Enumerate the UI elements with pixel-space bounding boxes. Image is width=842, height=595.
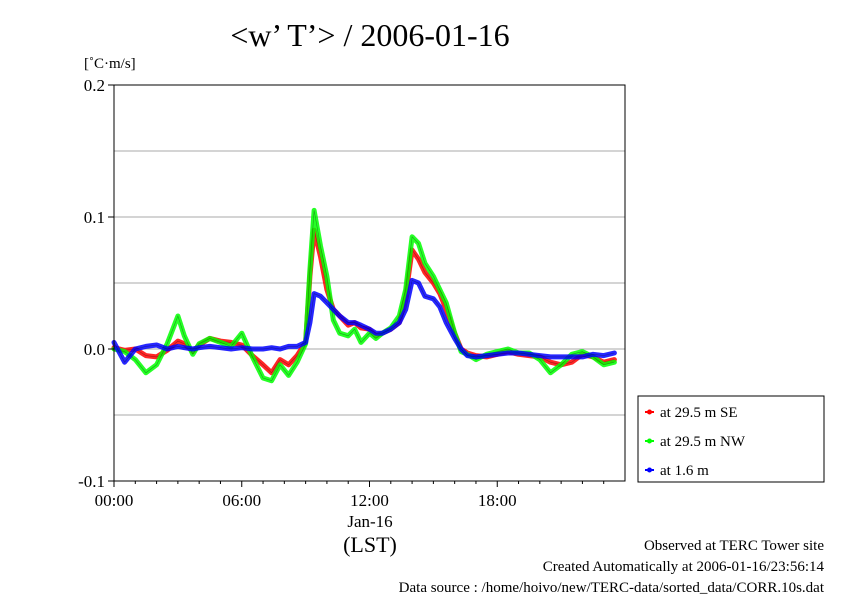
y-tick-label-0: 0.2	[84, 76, 105, 95]
x-tick-label-0: 00:00	[95, 491, 134, 510]
y-tick-label-1: 0.1	[84, 208, 105, 227]
legend: at 29.5 m SE at 29.5 m NW at 1.6 m	[637, 395, 825, 483]
chart-title: <w’ T’> / 2006-01-16	[230, 17, 509, 53]
legend-marker-1	[647, 438, 652, 444]
legend-label-2: at 1.6 m	[660, 463, 709, 479]
legend-marker-0	[647, 409, 652, 415]
footer-source: Data source : /home/hoivo/new/TERC-data/…	[399, 580, 825, 595]
axis-ticks: 0.2 0.1 0.0 -0.100:00 06:00 12:00 18:00	[78, 76, 605, 510]
series-lines	[111, 207, 617, 384]
y-tick-label-3: -0.1	[78, 472, 105, 491]
x-axis-date-label: Jan-16	[347, 512, 392, 531]
series-core-2	[113, 279, 615, 363]
x-tick-label-2: 12:00	[350, 491, 389, 510]
legend-label-1: at 29.5 m NW	[660, 434, 746, 450]
x-axis-label: (LST)	[343, 532, 397, 557]
x-tick-label-1: 06:00	[222, 491, 261, 510]
series-line-2	[111, 277, 617, 365]
legend-label-0: at 29.5 m SE	[660, 405, 738, 421]
y-tick-label-2: 0.0	[84, 340, 105, 359]
legend-box	[637, 395, 825, 483]
footer-created: Created Automatically at 2006-01-16/23:5…	[543, 559, 825, 575]
legend-marker-2	[647, 467, 652, 473]
grid-lines	[114, 150, 625, 416]
footer-site: Observed at TERC Tower site	[644, 538, 824, 554]
x-tick-label-3: 18:00	[478, 491, 517, 510]
series-core-1	[113, 210, 615, 382]
series-line-1	[111, 207, 617, 384]
y-axis-label: [˚C·m/s]	[84, 56, 136, 72]
